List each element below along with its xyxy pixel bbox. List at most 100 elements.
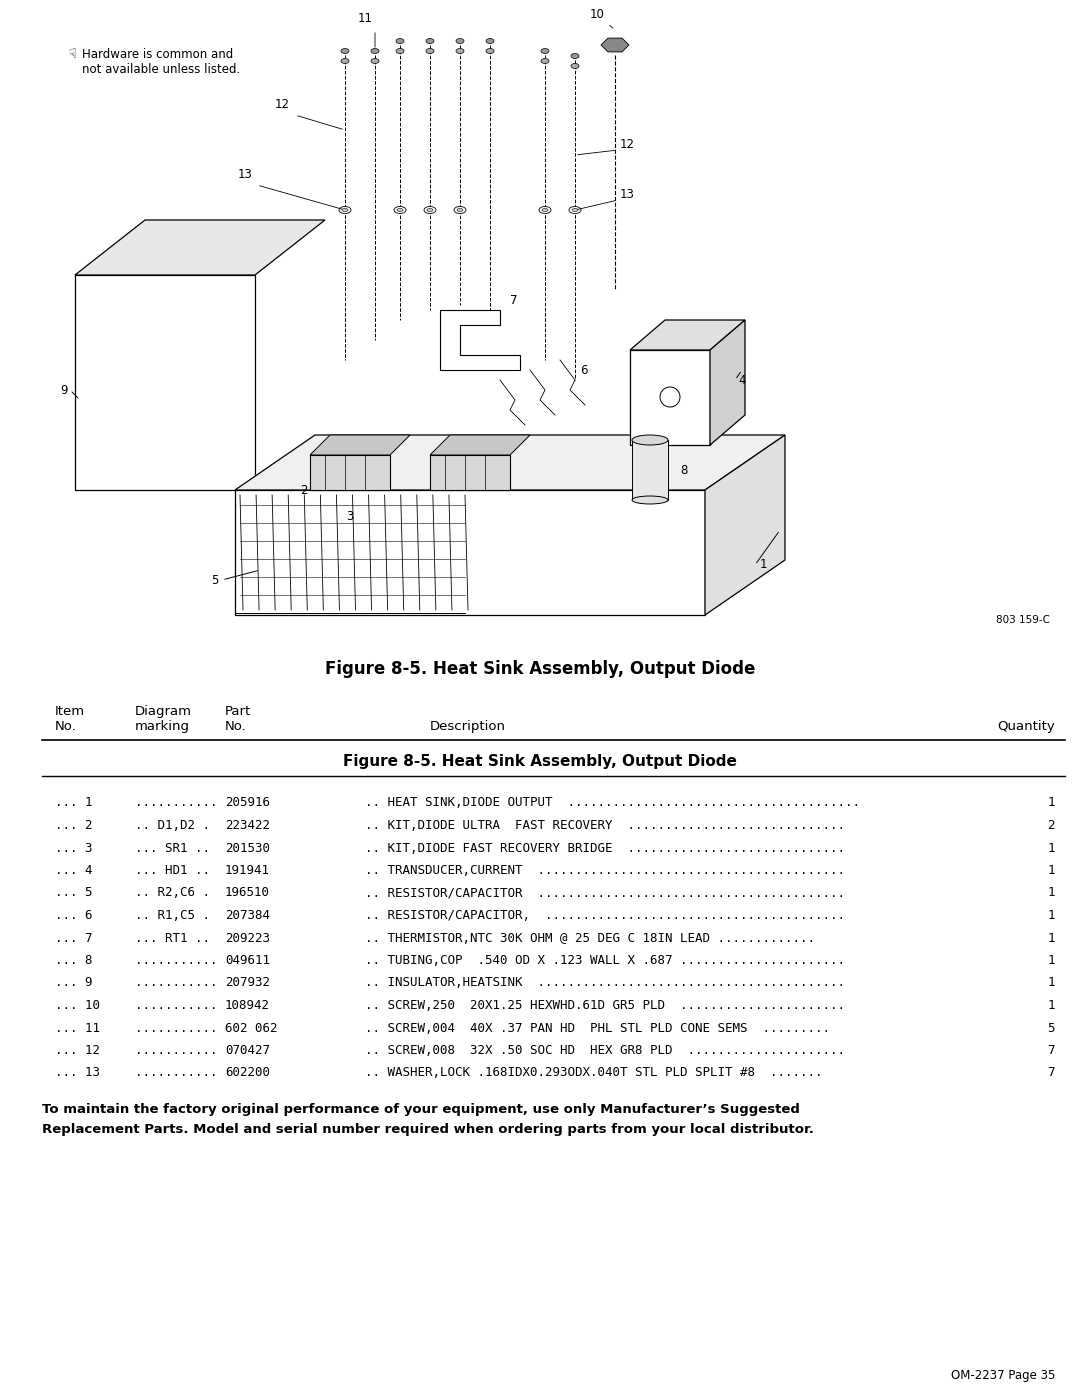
- Text: ...........: ...........: [135, 1021, 217, 1035]
- Text: 6: 6: [580, 363, 588, 377]
- Text: ...........: ...........: [135, 1044, 217, 1058]
- Text: marking: marking: [135, 719, 190, 733]
- Ellipse shape: [457, 208, 463, 211]
- Text: Figure 8-5. Heat Sink Assembly, Output Diode: Figure 8-5. Heat Sink Assembly, Output D…: [343, 754, 737, 768]
- Text: 1: 1: [1048, 999, 1055, 1011]
- Text: ... 3: ... 3: [55, 841, 93, 855]
- Ellipse shape: [632, 496, 669, 504]
- Ellipse shape: [542, 208, 548, 211]
- FancyBboxPatch shape: [630, 351, 710, 446]
- Ellipse shape: [456, 49, 464, 53]
- Ellipse shape: [396, 49, 404, 53]
- Text: .. HEAT SINK,DIODE OUTPUT  .......................................: .. HEAT SINK,DIODE OUTPUT ..............…: [365, 796, 860, 809]
- Text: 1: 1: [1048, 909, 1055, 922]
- Text: 1: 1: [1048, 841, 1055, 855]
- Text: ... RT1 ..: ... RT1 ..: [135, 932, 210, 944]
- Text: 7: 7: [1048, 1044, 1055, 1058]
- Ellipse shape: [394, 207, 406, 214]
- Text: 3: 3: [347, 510, 353, 522]
- Text: 1: 1: [1048, 887, 1055, 900]
- Text: ☟: ☟: [68, 47, 76, 61]
- Text: .. R2,C6 .: .. R2,C6 .: [135, 887, 210, 900]
- Ellipse shape: [571, 63, 579, 68]
- Ellipse shape: [341, 59, 349, 63]
- Text: 1: 1: [1048, 932, 1055, 944]
- Ellipse shape: [454, 207, 465, 214]
- Text: 803 159-C: 803 159-C: [996, 615, 1050, 624]
- Text: ... 5: ... 5: [55, 887, 93, 900]
- Text: 12: 12: [275, 99, 291, 112]
- Text: ... 10: ... 10: [55, 999, 100, 1011]
- Text: 7: 7: [510, 293, 517, 306]
- Text: Diagram: Diagram: [135, 705, 192, 718]
- Text: ...........: ...........: [135, 954, 217, 967]
- Ellipse shape: [486, 49, 494, 53]
- Text: .. R1,C5 .: .. R1,C5 .: [135, 909, 210, 922]
- Text: .. SCREW,004  40X .37 PAN HD  PHL STL PLD CONE SEMS  .........: .. SCREW,004 40X .37 PAN HD PHL STL PLD …: [365, 1021, 831, 1035]
- Ellipse shape: [424, 207, 436, 214]
- Text: 070427: 070427: [225, 1044, 270, 1058]
- Text: .. KIT,DIODE ULTRA  FAST RECOVERY  .............................: .. KIT,DIODE ULTRA FAST RECOVERY .......…: [365, 819, 845, 833]
- Text: 207932: 207932: [225, 977, 270, 989]
- Polygon shape: [235, 490, 705, 615]
- Text: .. TUBING,COP  .540 OD X .123 WALL X .687 ......................: .. TUBING,COP .540 OD X .123 WALL X .687…: [365, 954, 845, 967]
- Text: .. WASHER,LOCK .168IDX0.293ODX.040T STL PLD SPLIT #8  .......: .. WASHER,LOCK .168IDX0.293ODX.040T STL …: [365, 1066, 823, 1080]
- Text: ...........: ...........: [135, 999, 217, 1011]
- Text: 223422: 223422: [225, 819, 270, 833]
- Ellipse shape: [486, 39, 494, 43]
- Ellipse shape: [541, 59, 549, 63]
- Text: .. RESISTOR/CAPACITOR,  ........................................: .. RESISTOR/CAPACITOR, .................…: [365, 909, 845, 922]
- Text: 13: 13: [620, 189, 635, 201]
- Text: 9: 9: [60, 384, 68, 397]
- Polygon shape: [710, 320, 745, 446]
- Text: .. RESISTOR/CAPACITOR  .........................................: .. RESISTOR/CAPACITOR ..................…: [365, 887, 845, 900]
- Polygon shape: [430, 455, 510, 490]
- Text: ... 6: ... 6: [55, 909, 93, 922]
- Text: ... 11: ... 11: [55, 1021, 100, 1035]
- Text: .. THERMISTOR,NTC 30K OHM @ 25 DEG C 18IN LEAD .............: .. THERMISTOR,NTC 30K OHM @ 25 DEG C 18I…: [365, 932, 815, 944]
- Text: .. INSULATOR,HEATSINK  .........................................: .. INSULATOR,HEATSINK ..................…: [365, 977, 845, 989]
- FancyBboxPatch shape: [632, 440, 669, 500]
- Text: ... SR1 ..: ... SR1 ..: [135, 841, 210, 855]
- Text: ... 13: ... 13: [55, 1066, 100, 1080]
- Ellipse shape: [572, 208, 578, 211]
- Text: ... 8: ... 8: [55, 954, 93, 967]
- Text: 2: 2: [300, 483, 308, 496]
- Text: 602200: 602200: [225, 1066, 270, 1080]
- Text: 4: 4: [738, 373, 745, 387]
- Text: No.: No.: [225, 719, 246, 733]
- Text: 12: 12: [620, 138, 635, 151]
- Text: Item: Item: [55, 705, 85, 718]
- Ellipse shape: [571, 53, 579, 59]
- Text: ...........: ...........: [135, 796, 217, 809]
- Ellipse shape: [372, 49, 379, 53]
- Ellipse shape: [456, 39, 464, 43]
- Text: To maintain the factory original performance of your equipment, use only Manufac: To maintain the factory original perform…: [42, 1102, 800, 1115]
- Text: 602 062: 602 062: [225, 1021, 278, 1035]
- Text: 205916: 205916: [225, 796, 270, 809]
- Polygon shape: [430, 434, 530, 455]
- Text: 209223: 209223: [225, 932, 270, 944]
- Text: Quantity: Quantity: [997, 719, 1055, 733]
- Ellipse shape: [397, 208, 403, 211]
- Polygon shape: [630, 320, 745, 351]
- Polygon shape: [75, 275, 255, 490]
- Text: 1: 1: [760, 559, 768, 571]
- Text: ... 9: ... 9: [55, 977, 93, 989]
- Text: 201530: 201530: [225, 841, 270, 855]
- Ellipse shape: [427, 208, 433, 211]
- Text: 2: 2: [1048, 819, 1055, 833]
- Text: ...........: ...........: [135, 1066, 217, 1080]
- Text: ... 4: ... 4: [55, 863, 93, 877]
- Text: 5: 5: [1048, 1021, 1055, 1035]
- Ellipse shape: [539, 207, 551, 214]
- Text: 11: 11: [357, 13, 373, 25]
- Text: Description: Description: [430, 719, 507, 733]
- Text: Hardware is common and
not available unless listed.: Hardware is common and not available unl…: [82, 47, 240, 75]
- Text: 5: 5: [211, 574, 218, 587]
- Ellipse shape: [541, 49, 549, 53]
- Text: 049611: 049611: [225, 954, 270, 967]
- Text: 10: 10: [590, 8, 613, 28]
- Text: .. TRANSDUCER,CURRENT  .........................................: .. TRANSDUCER,CURRENT ..................…: [365, 863, 845, 877]
- Polygon shape: [440, 310, 519, 370]
